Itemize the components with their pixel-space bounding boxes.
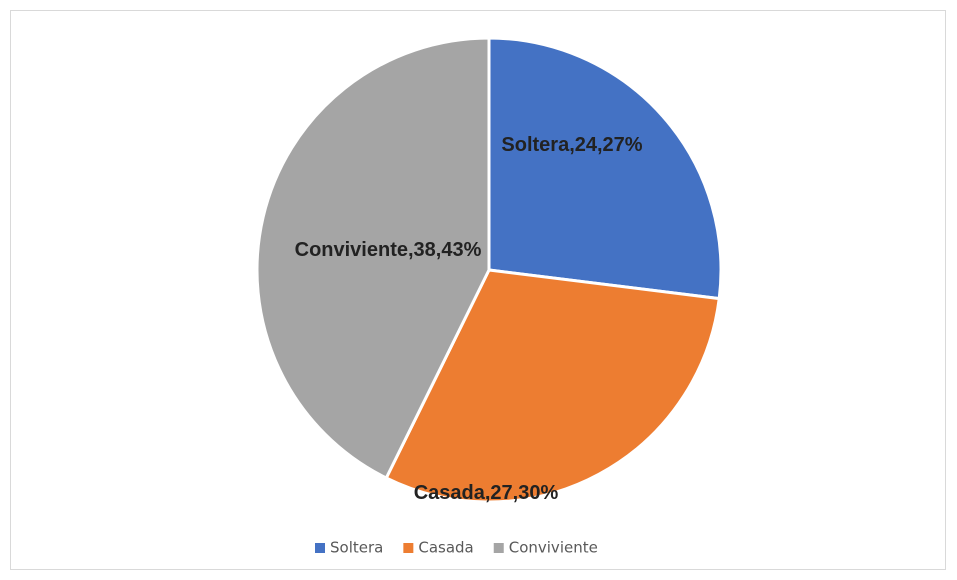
pie-slice: [384, 268, 721, 504]
data-label: Casada,27,30%: [413, 482, 559, 504]
legend-label: Conviviente: [509, 539, 598, 557]
legend-swatch: [493, 543, 504, 553]
legend-label: Soltera: [330, 539, 383, 557]
legend-swatch: [315, 543, 325, 553]
pie-slice: [255, 36, 491, 481]
pie-slice: [487, 36, 723, 301]
legend-swatch: [403, 543, 414, 553]
data-label: Conviviente,38,43%: [294, 239, 482, 261]
data-label: Soltera,24,27%: [501, 134, 643, 156]
legend-label: Casada: [418, 539, 473, 557]
